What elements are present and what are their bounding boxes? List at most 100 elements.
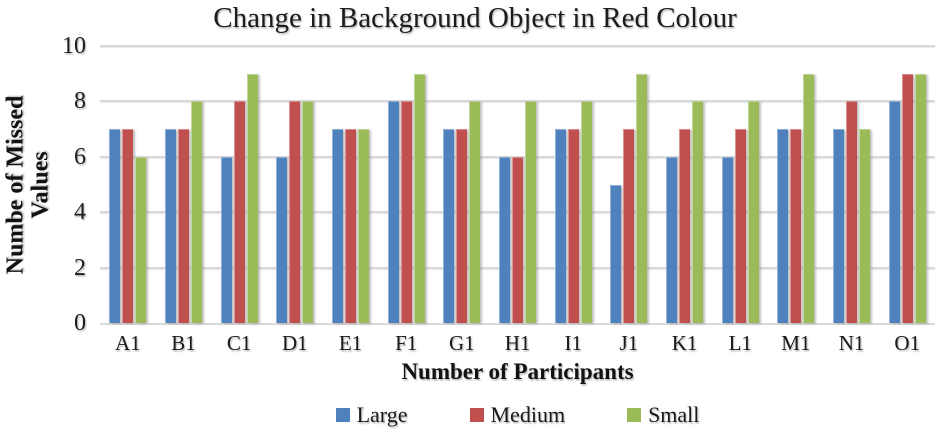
bar-small-F1 bbox=[413, 73, 425, 323]
x-tick-label-I1: I1 bbox=[564, 331, 582, 355]
bar-group-D1 bbox=[267, 46, 323, 323]
bar-medium-J1 bbox=[623, 129, 635, 323]
bar-large-A1 bbox=[109, 129, 121, 323]
bar-medium-N1 bbox=[846, 101, 858, 323]
gridline-y8 bbox=[100, 100, 935, 103]
bar-large-D1 bbox=[276, 156, 288, 323]
bar-group-F1 bbox=[378, 46, 434, 323]
chart-title: Change in Background Object in Red Colou… bbox=[213, 2, 737, 34]
x-tick-label-E1: E1 bbox=[338, 331, 363, 355]
bar-small-K1 bbox=[692, 101, 704, 323]
bar-small-B1 bbox=[191, 101, 202, 323]
bar-medium-H1 bbox=[512, 156, 524, 323]
bar-group-A1 bbox=[100, 46, 156, 323]
bar-large-F1 bbox=[387, 101, 399, 323]
bar-medium-C1 bbox=[233, 101, 245, 323]
bar-group-H1 bbox=[490, 46, 546, 323]
legend-swatch-small bbox=[627, 408, 642, 422]
bar-small-N1 bbox=[859, 129, 871, 323]
bar-medium-B1 bbox=[178, 129, 189, 323]
bar-large-I1 bbox=[554, 129, 566, 323]
bar-large-H1 bbox=[499, 156, 511, 323]
bar-medium-E1 bbox=[345, 129, 357, 323]
bar-group-L1 bbox=[712, 46, 768, 323]
bar-small-D1 bbox=[302, 101, 314, 323]
x-tick-label-G1: G1 bbox=[449, 331, 475, 355]
bar-large-L1 bbox=[721, 156, 733, 323]
bar-large-K1 bbox=[666, 156, 678, 323]
y-axis-ticks: 0 2 4 6 8 10 bbox=[0, 34, 86, 335]
y-tick-label-4: 4 bbox=[74, 199, 86, 226]
bar-small-O1 bbox=[914, 73, 926, 323]
legend-label-medium: Medium bbox=[490, 402, 566, 427]
x-tick-label-L1: L1 bbox=[728, 331, 752, 355]
x-tick-label-C1: C1 bbox=[226, 331, 252, 355]
y-tick-label-2: 2 bbox=[74, 254, 86, 281]
x-tick-label-J1: J1 bbox=[619, 331, 639, 355]
gridline-y10 bbox=[100, 45, 935, 47]
bar-small-H1 bbox=[525, 101, 537, 323]
bar-small-L1 bbox=[747, 101, 759, 323]
bar-medium-O1 bbox=[901, 73, 913, 323]
bar-medium-I1 bbox=[567, 129, 579, 323]
x-tick-label-H1: H1 bbox=[504, 331, 531, 355]
bar-medium-M1 bbox=[790, 129, 802, 323]
bar-group-I1 bbox=[545, 46, 601, 323]
x-tick-label-D1: D1 bbox=[282, 331, 308, 355]
legend-swatch-large bbox=[335, 408, 350, 422]
bar-group-J1 bbox=[601, 46, 657, 323]
bar-small-G1 bbox=[469, 101, 481, 323]
legend-label-large: Large bbox=[356, 402, 408, 427]
bar-group-O1 bbox=[879, 46, 935, 323]
legend-swatch-medium bbox=[469, 408, 484, 422]
bar-medium-A1 bbox=[122, 129, 134, 323]
y-tick-label-10: 10 bbox=[62, 33, 86, 59]
y-tick-label-6: 6 bbox=[74, 143, 86, 170]
bar-group-N1 bbox=[824, 46, 880, 323]
legend-item-medium: Medium bbox=[469, 402, 566, 428]
bar-large-O1 bbox=[888, 101, 900, 323]
bar-small-I1 bbox=[580, 101, 592, 323]
plot-area bbox=[100, 45, 935, 325]
x-tick-label-K1: K1 bbox=[671, 331, 698, 355]
x-axis-ticks: A1 B1 C1 D1 E1 F1 G1 H1 I1 J1 K1 L1 M1 N1 O1 bbox=[100, 331, 935, 356]
y-tick-label-8: 8 bbox=[74, 88, 86, 115]
y-tick-label-0: 0 bbox=[74, 310, 86, 336]
bar-medium-G1 bbox=[456, 129, 468, 323]
legend-item-small: Small bbox=[627, 402, 699, 428]
bar-small-E1 bbox=[358, 129, 370, 323]
chart-legend: Large Medium Small bbox=[100, 402, 935, 428]
x-tick-label-M1: M1 bbox=[781, 331, 811, 355]
bar-group-C1 bbox=[211, 46, 267, 323]
bar-group-G1 bbox=[434, 46, 490, 323]
bar-large-N1 bbox=[833, 129, 845, 323]
bar-medium-K1 bbox=[679, 129, 691, 323]
bar-large-E1 bbox=[332, 129, 344, 323]
x-axis-title: Number of Participants bbox=[401, 359, 634, 384]
bar-medium-F1 bbox=[400, 101, 412, 323]
bar-small-M1 bbox=[803, 73, 815, 323]
bars-row bbox=[100, 46, 935, 323]
x-tick-label-A1: A1 bbox=[115, 331, 141, 355]
bar-large-G1 bbox=[443, 129, 455, 323]
x-tick-label-B1: B1 bbox=[171, 331, 196, 355]
bar-group-M1 bbox=[768, 46, 824, 323]
legend-label-small: Small bbox=[648, 402, 700, 427]
bar-large-J1 bbox=[610, 184, 622, 323]
bar-small-J1 bbox=[636, 73, 648, 323]
bar-medium-L1 bbox=[734, 129, 746, 323]
legend-item-large: Large bbox=[335, 402, 408, 428]
bar-large-M1 bbox=[777, 129, 789, 323]
bar-large-B1 bbox=[165, 129, 176, 323]
x-tick-label-F1: F1 bbox=[395, 331, 418, 355]
x-tick-label-N1: N1 bbox=[838, 331, 865, 355]
bar-large-C1 bbox=[220, 156, 232, 323]
bar-group-B1 bbox=[156, 46, 212, 323]
bar-group-K1 bbox=[657, 46, 713, 323]
bar-small-C1 bbox=[246, 73, 258, 323]
bar-small-A1 bbox=[135, 156, 147, 323]
x-tick-label-O1: O1 bbox=[894, 331, 921, 355]
bar-medium-D1 bbox=[289, 101, 301, 323]
bar-group-E1 bbox=[323, 46, 379, 323]
